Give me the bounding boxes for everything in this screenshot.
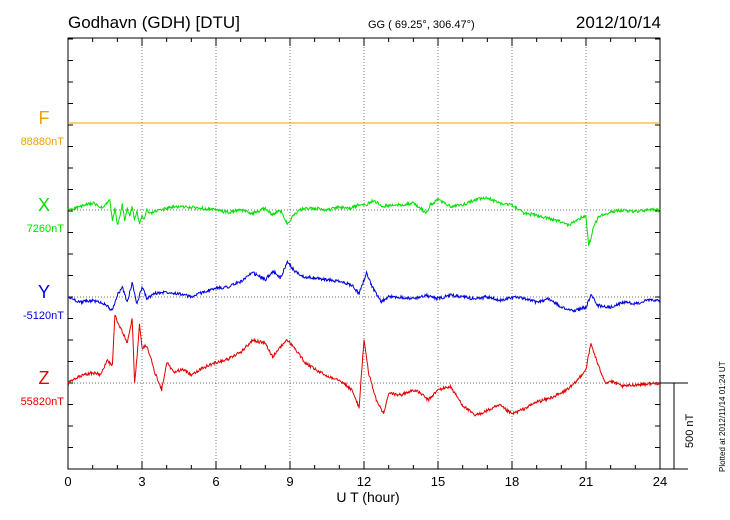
series-labels: F 88880nT X 7260nT Y -5120nT Z 55820nT (21, 108, 65, 408)
x-tick-label: 12 (357, 474, 371, 489)
axis-ticks: 0 3 6 9 12 15 18 21 24 (64, 38, 667, 489)
scale-bar-label: 500 nT (684, 413, 696, 448)
plotted-timestamp: Plotted at 2012/11/14 01:24 UT (718, 361, 727, 472)
series-lines (67, 122, 661, 417)
x-tick-label: 9 (286, 474, 293, 489)
plot-date: 2012/10/14 (576, 13, 661, 32)
station-title: Godhavn (GDH) [DTU] (68, 13, 240, 32)
baseline-value-y: -5120nT (23, 310, 64, 322)
grid-lines (68, 38, 660, 469)
baseline-value-z: 55820nT (21, 396, 65, 408)
x-tick-label: 24 (653, 474, 667, 489)
x-tick-label: 0 (64, 474, 71, 489)
series-line-y (67, 259, 661, 313)
baseline-value-x: 7260nT (27, 223, 65, 235)
baseline-value-f: 88880nT (21, 136, 65, 148)
x-tick-label: 21 (579, 474, 593, 489)
x-tick-label: 3 (138, 474, 145, 489)
station-coords: GG ( 69.25°, 306.47°) (368, 19, 475, 31)
x-tick-label: 15 (431, 474, 445, 489)
scale-bar: 500 nT (660, 382, 696, 470)
x-tick-label: 6 (212, 474, 219, 489)
series-line-x (67, 195, 661, 247)
component-label-y: Y (38, 282, 50, 302)
x-axis-label: U T (hour) (336, 489, 399, 505)
x-tick-label: 18 (505, 474, 519, 489)
series-line-z (67, 314, 661, 417)
component-label-f: F (39, 108, 50, 128)
component-label-x: X (38, 195, 50, 215)
component-label-z: Z (39, 368, 50, 388)
